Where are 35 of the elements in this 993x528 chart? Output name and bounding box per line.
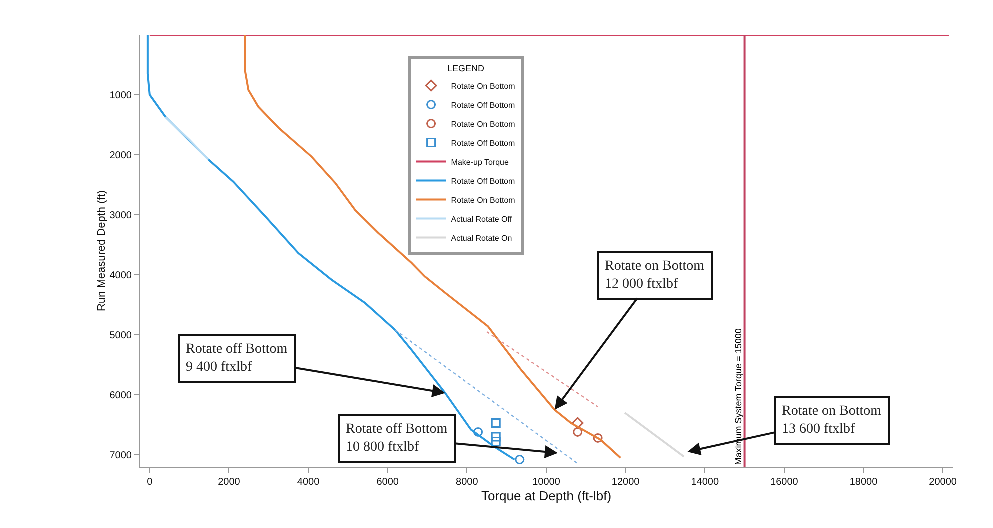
- annotation: Rotate off Bottom 9 400 ftxlbf: [186, 342, 288, 376]
- y-tick-label: 2000: [110, 150, 132, 162]
- legend-label: Actual Rotate On: [451, 234, 512, 243]
- legend-title: LEGEND: [448, 63, 486, 74]
- legend-label: Rotate On Bottom: [451, 120, 516, 129]
- annotation: Rotate on Bottom 13 600 ftxlbf: [782, 404, 882, 438]
- legend-label: Rotate On Bottom: [451, 196, 516, 205]
- x-tick-label: 20000: [929, 477, 958, 488]
- x-tick-label: 18000: [850, 477, 878, 488]
- x-axis-title: Torque at Depth (ft-lbf): [481, 488, 612, 504]
- x-tick-label: 0: [147, 477, 154, 488]
- x-tick-label: 4000: [297, 477, 320, 488]
- y-tick-label: 5000: [110, 330, 132, 342]
- legend-label: Rotate Off Bottom: [451, 100, 516, 110]
- y-tick-label: 4000: [110, 270, 132, 282]
- annotation: Rotate off Bottom 10 800 ftxlbf: [346, 422, 448, 456]
- legend-label: Rotate On Bottom: [451, 82, 516, 91]
- x-tick-label: 6000: [376, 477, 400, 488]
- y-tick-label: 6000: [110, 390, 132, 402]
- x-tick-label: 14000: [691, 477, 720, 488]
- x-tick-label: 12000: [612, 477, 640, 488]
- annotation: Rotate on Bottom 12 000 ftxlbf: [605, 259, 705, 292]
- y-tick-label: 3000: [110, 210, 132, 222]
- legend-label: Make-up Torque: [451, 158, 510, 167]
- y-axis-title: Run Measured Depth (ft): [96, 190, 108, 312]
- x-tick-label: 16000: [770, 477, 799, 488]
- x-tick-label: 2000: [218, 477, 241, 488]
- legend-label: Actual Rotate Off: [451, 214, 513, 224]
- x-tick-label: 8000: [456, 477, 479, 488]
- legend-label: Rotate Off Bottom: [451, 138, 516, 148]
- y-tick-label: 1000: [110, 90, 132, 102]
- ref-line-label: Maximum System Torque = 15000: [733, 328, 744, 466]
- y-tick-label: 7000: [110, 450, 132, 462]
- legend-label: Rotate Off Bottom: [451, 176, 516, 186]
- x-tick-label: 10000: [532, 477, 561, 488]
